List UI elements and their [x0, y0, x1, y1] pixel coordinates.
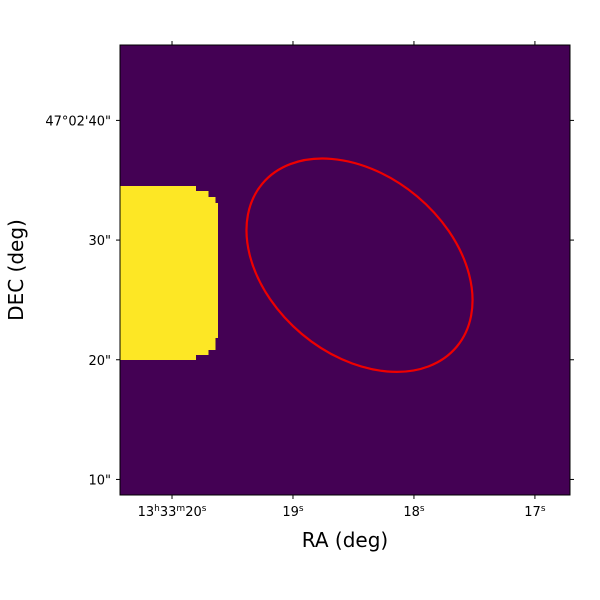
- x-tick-label: 17s: [524, 504, 546, 520]
- y-tick-label: 30": [88, 234, 111, 249]
- x-tick-label: 19s: [282, 504, 304, 520]
- y-axis-label: DEC (deg): [4, 219, 28, 321]
- axis-ticks: 13h33m20s 19s 18s 17s 47°02'40" 30" 20" 10": [45, 41, 574, 520]
- y-tick-label: 20": [88, 354, 111, 369]
- x-tick-label: 18s: [403, 504, 425, 520]
- x-axis-label: RA (deg): [302, 528, 388, 552]
- plot-area: [119, 44, 571, 496]
- bright-source-region: [120, 186, 218, 360]
- plot-frame: [119, 44, 571, 496]
- y-tick-label: 10": [88, 473, 111, 488]
- y-tick-label: 47°02'40": [45, 114, 111, 129]
- x-tick-label: 13h33m20s: [138, 504, 207, 520]
- aperture-ellipse: [245, 157, 474, 373]
